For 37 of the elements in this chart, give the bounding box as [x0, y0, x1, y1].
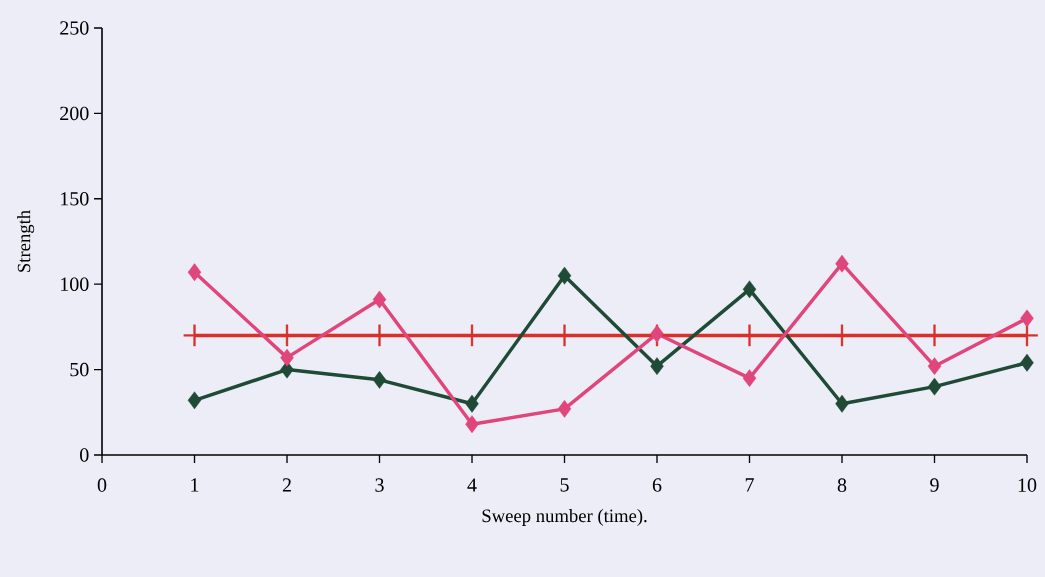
point — [187, 391, 202, 410]
point — [742, 369, 757, 387]
x-tick-label: 2 — [282, 478, 291, 492]
point — [835, 254, 849, 273]
x-axis-title: Sweep number (time). — [482, 509, 647, 526]
x-tick-label: 10 — [1018, 478, 1037, 492]
point — [835, 394, 849, 413]
y-tick-label: 0 — [80, 448, 89, 462]
x-tick-label: 9 — [930, 478, 939, 492]
point — [927, 357, 942, 376]
point — [927, 377, 942, 396]
x-tick-label: 0 — [97, 478, 107, 492]
x-tick-label: 6 — [652, 478, 662, 492]
point — [650, 357, 664, 376]
point — [187, 263, 202, 282]
point — [280, 348, 294, 367]
point — [465, 394, 479, 413]
y-tick-label: 50 — [70, 362, 89, 377]
y-tick-label: 150 — [61, 192, 89, 206]
y-axis-title: Strength — [17, 210, 35, 272]
point — [372, 290, 387, 309]
y-tick-label: 250 — [60, 21, 89, 35]
y-tick-label: 100 — [61, 277, 89, 291]
point — [465, 415, 479, 434]
point — [557, 266, 572, 285]
x-tick-label: 5 — [560, 478, 569, 492]
y-tick-label: 200 — [60, 106, 89, 121]
point — [1020, 309, 1034, 328]
point — [742, 280, 757, 299]
x-tick-label: 3 — [375, 478, 384, 492]
point — [372, 370, 387, 389]
x-tick-label: 1 — [191, 478, 199, 492]
x-tick-label: 7 — [745, 478, 754, 492]
point — [1020, 353, 1034, 372]
x-tick-label: 8 — [837, 478, 847, 492]
point — [557, 400, 572, 418]
x-tick-label: 4 — [467, 478, 477, 492]
